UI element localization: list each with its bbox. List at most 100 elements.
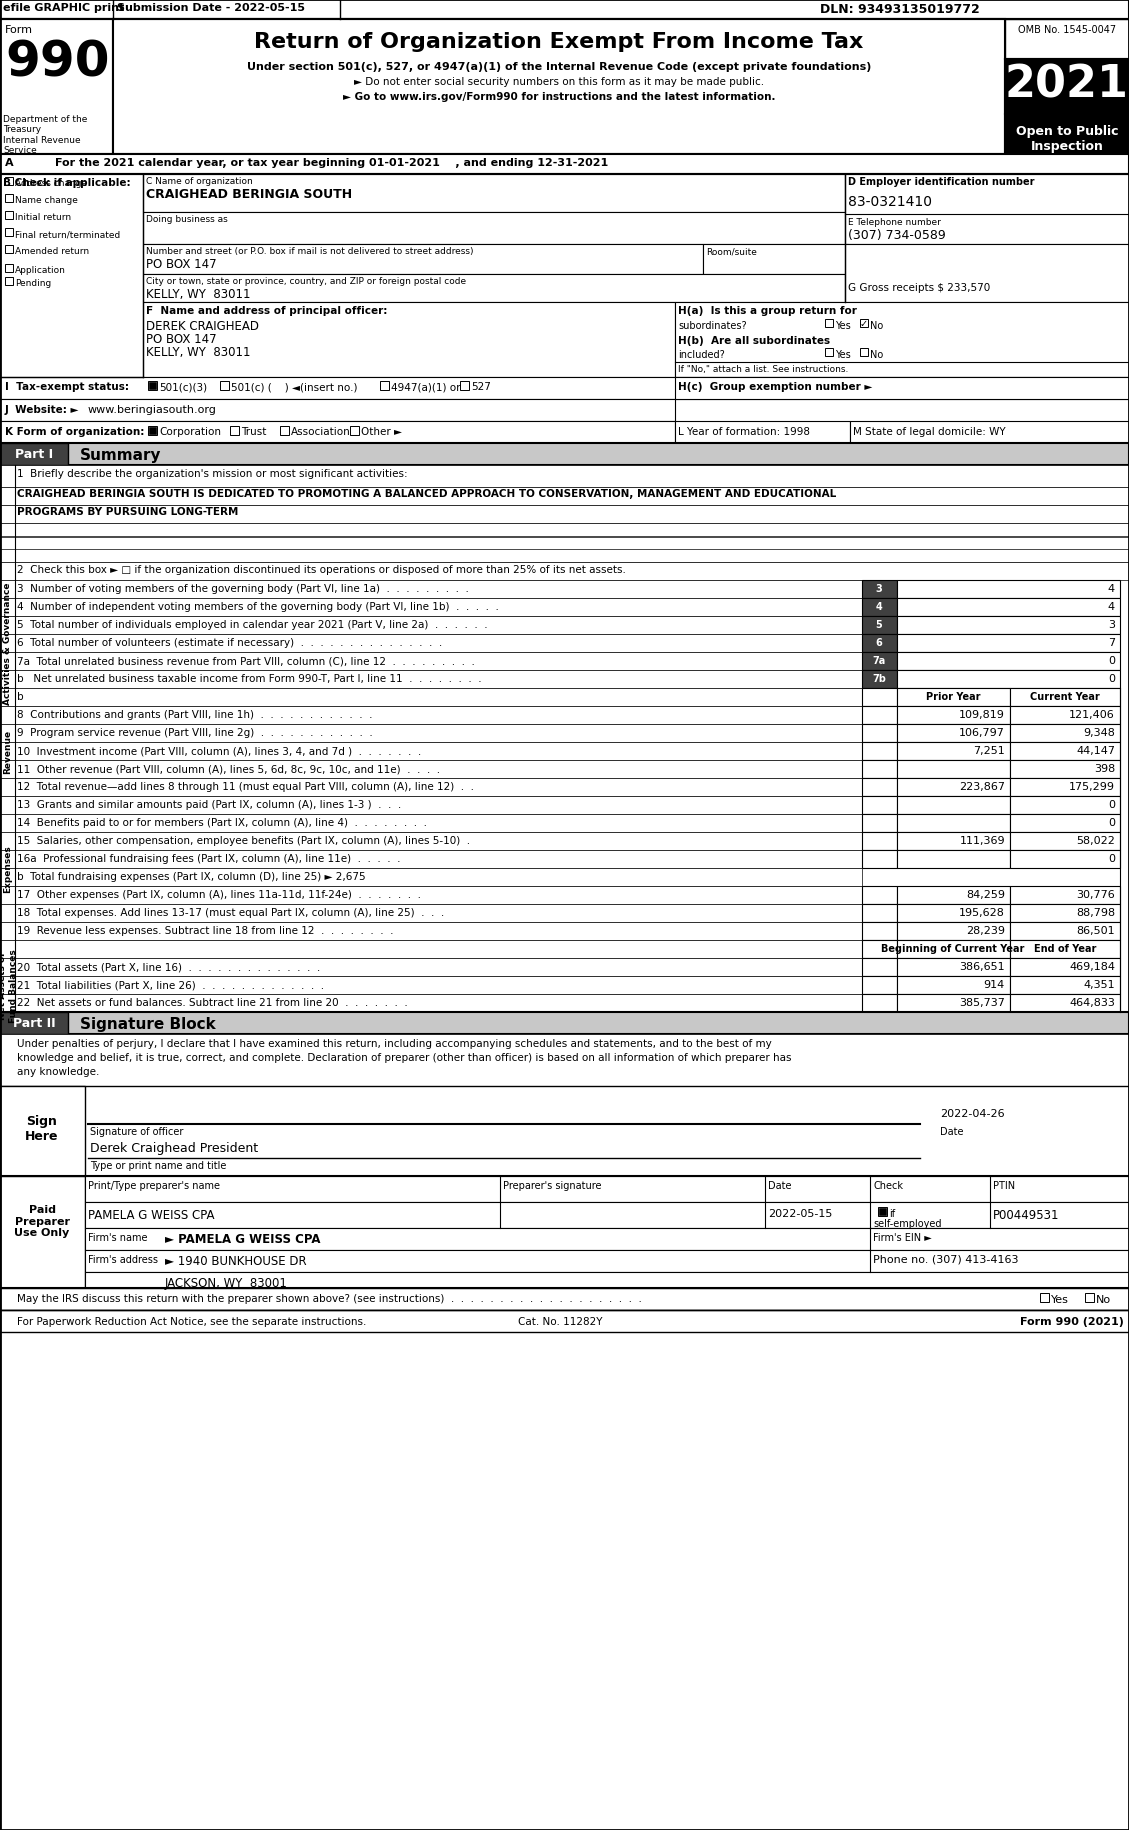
Text: 0: 0 bbox=[1108, 853, 1115, 864]
Bar bbox=[380, 382, 390, 392]
Bar bbox=[0, 959, 863, 977]
Text: 386,651: 386,651 bbox=[960, 961, 1005, 972]
Bar bbox=[898, 851, 1010, 869]
Text: Type or print name and title: Type or print name and title bbox=[90, 1160, 227, 1171]
Bar bbox=[0, 653, 863, 670]
Bar bbox=[1010, 761, 1120, 778]
Text: Beginning of Current Year: Beginning of Current Year bbox=[882, 944, 1025, 953]
Text: 4947(a)(1) or: 4947(a)(1) or bbox=[391, 382, 461, 392]
Text: 106,797: 106,797 bbox=[960, 728, 1005, 737]
Bar bbox=[0, 743, 863, 761]
Bar bbox=[863, 778, 898, 796]
Bar bbox=[85, 1250, 1129, 1272]
Text: 223,867: 223,867 bbox=[959, 781, 1005, 792]
Bar bbox=[0, 523, 1129, 536]
Bar bbox=[898, 886, 1010, 904]
Bar bbox=[844, 245, 1129, 302]
Bar bbox=[1005, 60, 1129, 115]
Text: Prior Year: Prior Year bbox=[926, 692, 980, 701]
Bar bbox=[675, 377, 1129, 399]
Text: 3  Number of voting members of the governing body (Part VI, line 1a)  .  .  .  .: 3 Number of voting members of the govern… bbox=[17, 584, 469, 593]
Text: b   Net unrelated business taxable income from Form 990-T, Part I, line 11  .  .: b Net unrelated business taxable income … bbox=[17, 673, 482, 684]
Text: For Paperwork Reduction Act Notice, see the separate instructions.: For Paperwork Reduction Act Notice, see … bbox=[17, 1316, 367, 1327]
Text: 9  Program service revenue (Part VIII, line 2g)  .  .  .  .  .  .  .  .  .  .  .: 9 Program service revenue (Part VIII, li… bbox=[17, 728, 373, 737]
Text: Phone no. (307) 413-4163: Phone no. (307) 413-4163 bbox=[873, 1254, 1018, 1265]
Bar bbox=[1005, 20, 1129, 60]
Bar bbox=[863, 833, 898, 851]
Text: 19  Revenue less expenses. Subtract line 18 from line 12  .  .  .  .  .  .  .  .: 19 Revenue less expenses. Subtract line … bbox=[17, 926, 394, 935]
Bar bbox=[0, 538, 1129, 551]
Text: 16a  Professional fundraising fees (Part IX, column (A), line 11e)  .  .  .  .  : 16a Professional fundraising fees (Part … bbox=[17, 853, 401, 864]
Text: I  Tax-exempt status:: I Tax-exempt status: bbox=[5, 382, 129, 392]
Text: B Check if applicable:: B Check if applicable: bbox=[3, 178, 131, 188]
Text: Corporation: Corporation bbox=[159, 426, 221, 437]
Text: Firm's EIN ►: Firm's EIN ► bbox=[873, 1232, 931, 1243]
Bar bbox=[675, 421, 850, 443]
Text: City or town, state or province, country, and ZIP or foreign postal code: City or town, state or province, country… bbox=[146, 276, 466, 285]
Bar bbox=[1010, 725, 1120, 743]
Bar bbox=[0, 869, 863, 886]
Text: 3: 3 bbox=[876, 584, 883, 593]
Text: 3: 3 bbox=[1108, 620, 1115, 630]
Bar bbox=[350, 426, 359, 436]
Bar bbox=[1010, 814, 1120, 833]
Text: Initial return: Initial return bbox=[15, 212, 71, 221]
Text: 44,147: 44,147 bbox=[1076, 745, 1115, 756]
Text: 13  Grants and similar amounts paid (Part IX, column (A), lines 1-3 )  .  .  .: 13 Grants and similar amounts paid (Part… bbox=[17, 800, 401, 809]
Text: (307) 734-0589: (307) 734-0589 bbox=[848, 229, 946, 242]
Bar bbox=[1010, 922, 1120, 941]
Text: Expenses: Expenses bbox=[3, 845, 12, 893]
Text: 1  Briefly describe the organization's mission or most significant activities:: 1 Briefly describe the organization's mi… bbox=[17, 468, 408, 479]
Bar bbox=[220, 382, 229, 392]
Text: 84,259: 84,259 bbox=[966, 889, 1005, 900]
Text: subordinates?: subordinates? bbox=[679, 320, 746, 331]
Text: 30,776: 30,776 bbox=[1076, 889, 1115, 900]
Text: 17  Other expenses (Part IX, column (A), lines 11a-11d, 11f-24e)  .  .  .  .  . : 17 Other expenses (Part IX, column (A), … bbox=[17, 889, 421, 900]
Bar bbox=[898, 778, 1010, 796]
Bar bbox=[0, 1034, 1129, 1087]
Text: 20  Total assets (Part X, line 16)  .  .  .  .  .  .  .  .  .  .  .  .  .  .: 20 Total assets (Part X, line 16) . . . … bbox=[17, 961, 321, 972]
Bar bbox=[5, 265, 14, 273]
Bar bbox=[863, 977, 898, 994]
Bar bbox=[1010, 833, 1120, 851]
Bar bbox=[1010, 796, 1120, 814]
Text: 22  Net assets or fund balances. Subtract line 21 from line 20  .  .  .  .  .  .: 22 Net assets or fund balances. Subtract… bbox=[17, 997, 408, 1008]
Text: 469,184: 469,184 bbox=[1069, 961, 1115, 972]
Bar bbox=[0, 670, 863, 688]
Bar bbox=[863, 670, 898, 688]
Bar bbox=[143, 245, 703, 274]
Text: 4: 4 bbox=[1108, 602, 1115, 611]
Bar bbox=[85, 1272, 1129, 1294]
Bar bbox=[0, 941, 863, 959]
Text: 58,022: 58,022 bbox=[1076, 836, 1115, 845]
Text: 501(c) (    ) ◄(insert no.): 501(c) ( ) ◄(insert no.) bbox=[231, 382, 358, 392]
Bar bbox=[1010, 688, 1120, 706]
Text: 2  Check this box ► □ if the organization discontinued its operations or dispose: 2 Check this box ► □ if the organization… bbox=[17, 565, 625, 575]
Text: Cat. No. 11282Y: Cat. No. 11282Y bbox=[518, 1316, 602, 1327]
Bar bbox=[1010, 706, 1120, 725]
Bar bbox=[1010, 941, 1120, 959]
Text: P00449531: P00449531 bbox=[994, 1208, 1059, 1221]
Bar bbox=[0, 489, 1129, 505]
Bar bbox=[898, 580, 1120, 598]
Text: 5  Total number of individuals employed in calendar year 2021 (Part V, line 2a) : 5 Total number of individuals employed i… bbox=[17, 620, 488, 630]
Bar bbox=[898, 725, 1010, 743]
Text: DEREK CRAIGHEAD: DEREK CRAIGHEAD bbox=[146, 320, 259, 333]
Text: Under section 501(c), 527, or 4947(a)(1) of the Internal Revenue Code (except pr: Under section 501(c), 527, or 4947(a)(1)… bbox=[247, 62, 872, 71]
Bar bbox=[898, 814, 1010, 833]
Text: H(b)  Are all subordinates: H(b) Are all subordinates bbox=[679, 337, 830, 346]
Bar bbox=[1010, 904, 1120, 922]
Bar bbox=[0, 904, 863, 922]
Text: Yes: Yes bbox=[835, 320, 851, 331]
Bar bbox=[1010, 743, 1120, 761]
Text: b: b bbox=[17, 692, 24, 701]
Bar bbox=[85, 1202, 1129, 1228]
Bar bbox=[863, 653, 898, 670]
Text: Under penalties of perjury, I declare that I have examined this return, includin: Under penalties of perjury, I declare th… bbox=[17, 1038, 772, 1049]
Text: Number and street (or P.O. box if mail is not delivered to street address): Number and street (or P.O. box if mail i… bbox=[146, 247, 473, 256]
Bar bbox=[0, 1012, 1129, 1034]
Bar bbox=[863, 635, 898, 653]
Bar bbox=[863, 761, 898, 778]
Text: Revenue: Revenue bbox=[3, 730, 12, 774]
Bar bbox=[0, 1177, 85, 1288]
